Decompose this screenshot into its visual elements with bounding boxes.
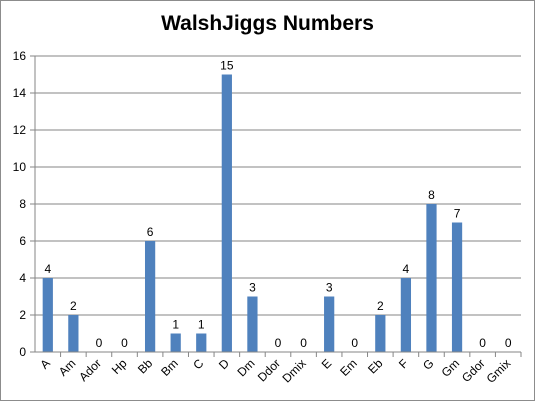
data-label: 0: [351, 336, 358, 350]
y-tick-label: 16: [13, 49, 27, 63]
data-label: 1: [172, 318, 179, 332]
x-tick-label: G: [420, 356, 437, 373]
x-tick-label: Em: [337, 356, 360, 379]
bar: [221, 74, 232, 352]
x-tick-label: Bb: [135, 356, 156, 377]
x-tick-label: Hp: [109, 356, 130, 377]
y-tick-label: 4: [19, 271, 26, 285]
y-tick-label: 8: [19, 197, 26, 211]
data-label: 2: [377, 299, 384, 313]
x-tick-label: Am: [56, 356, 79, 379]
bar: [144, 241, 156, 352]
data-label: 2: [70, 299, 77, 313]
bar: [400, 278, 412, 352]
data-label: 3: [249, 281, 256, 295]
y-axis-ticks: 0 2 4 6 8 10 12 14 16: [13, 49, 35, 359]
bar: [375, 315, 386, 352]
bars: [42, 74, 463, 352]
x-tick-label: Gdor: [459, 356, 488, 385]
data-label: 3: [326, 281, 333, 295]
data-label: 4: [403, 262, 410, 276]
data-label: 7: [454, 207, 461, 221]
chart-title: WalshJiggs Numbers: [161, 12, 374, 35]
data-labels: 4 2 0 0 6 1 1 15 3 0 0 3 0 2 4 8 7 0 0: [44, 59, 511, 351]
x-tick-label: Eb: [365, 356, 386, 377]
bar: [426, 204, 437, 352]
data-label: 0: [96, 336, 103, 350]
y-tick-label: 6: [19, 234, 26, 248]
data-label: 4: [44, 262, 51, 276]
x-tick-label: Bm: [158, 356, 181, 379]
y-tick-label: 14: [13, 86, 27, 100]
x-tick-label: Ador: [76, 356, 104, 384]
data-label: 15: [220, 59, 234, 73]
data-label: 6: [147, 225, 154, 239]
data-label: 0: [300, 336, 307, 350]
x-tick-label: Dmix: [279, 356, 308, 385]
bar: [42, 278, 53, 352]
data-label: 1: [198, 318, 205, 332]
x-tick-label: D: [216, 356, 232, 372]
y-tick-label: 0: [19, 345, 26, 359]
bar: [170, 333, 181, 352]
bar: [324, 296, 335, 352]
data-label: 8: [428, 188, 435, 202]
data-label: 0: [479, 336, 486, 350]
bar: [196, 333, 207, 352]
bar: [247, 296, 258, 352]
x-tick-label: Gmix: [484, 356, 514, 386]
bar: [451, 222, 463, 352]
y-tick-label: 10: [13, 160, 27, 174]
data-label: 0: [505, 336, 512, 350]
x-tick-label: A: [37, 356, 53, 372]
data-label: 0: [275, 336, 282, 350]
bar: [68, 315, 79, 352]
x-tick-label: F: [396, 356, 411, 371]
y-tick-label: 12: [13, 123, 27, 137]
x-tick-label: Ddor: [255, 356, 283, 384]
x-tick-label: E: [319, 356, 335, 372]
x-tick-label: C: [190, 356, 206, 372]
y-tick-label: 2: [19, 308, 26, 322]
axes: [34, 56, 521, 353]
data-label: 0: [121, 336, 128, 350]
x-tick-label: Gm: [439, 356, 463, 380]
x-tick-label: Dm: [234, 356, 257, 379]
gridlines: [35, 55, 521, 316]
